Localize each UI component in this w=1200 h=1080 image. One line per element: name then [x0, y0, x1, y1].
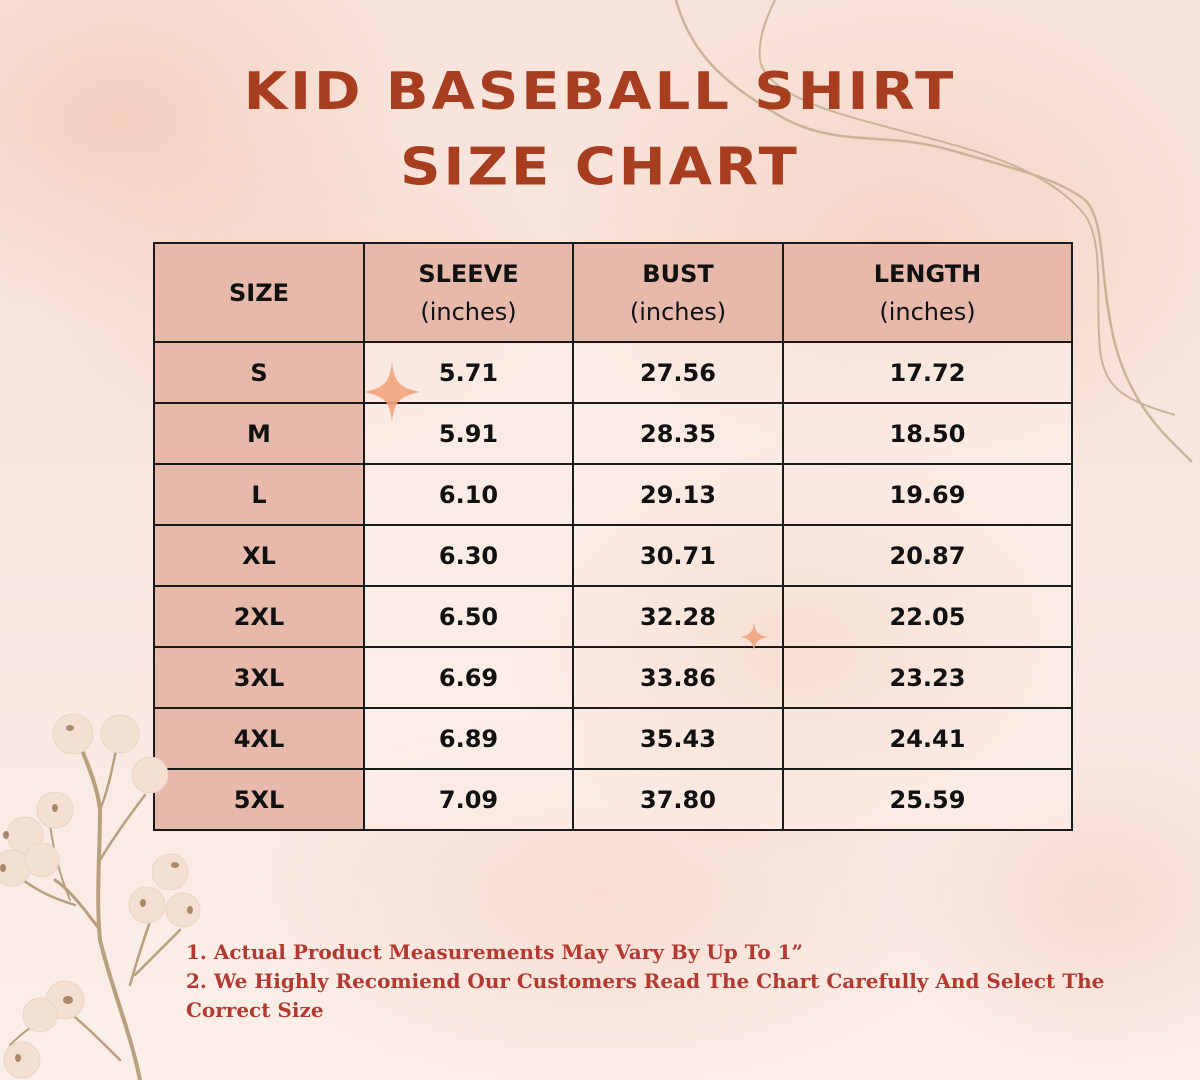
cell-bust: 33.86	[572, 646, 784, 709]
table-row: 3XL 6.69 33.86 23.23	[153, 646, 1073, 709]
table-row: S 5.71 27.56 17.72	[153, 341, 1073, 404]
cell-bust: 32.28	[572, 585, 784, 648]
header-sleeve: SLEEVE (inches)	[363, 242, 574, 343]
cell-size: S	[153, 341, 365, 404]
cell-length: 25.59	[782, 768, 1073, 831]
title-line-2: SIZE CHART	[400, 137, 800, 198]
table-header-row: SIZE SLEEVE (inches) BUST (inches) LENGTH(…	[153, 242, 1073, 343]
table-row: XL 6.30 30.71 20.87	[153, 524, 1073, 587]
cell-size: L	[153, 463, 365, 526]
cell-sleeve: 6.30	[363, 524, 574, 587]
cell-length: 19.69	[782, 463, 1073, 526]
cell-sleeve: 6.89	[363, 707, 574, 770]
note-item: 1. Actual Product Measurements May Vary …	[186, 940, 804, 964]
table-row: 5XL 7.09 37.80 25.59	[153, 768, 1073, 831]
cell-bust: 29.13	[572, 463, 784, 526]
table-row: 4XL 6.89 35.43 24.41	[153, 707, 1073, 770]
cell-bust: 30.71	[572, 524, 784, 587]
size-chart-table: SIZE SLEEVE (inches) BUST (inches) LENGTH(…	[153, 242, 1073, 831]
cell-length: 18.50	[782, 402, 1073, 465]
cell-bust: 27.56	[572, 341, 784, 404]
cell-sleeve: 5.91	[363, 402, 574, 465]
title-line-1: KID BASEBALL SHIRT	[243, 61, 957, 122]
table-row: L 6.10 29.13 19.69	[153, 463, 1073, 526]
note-item: 2. We Highly Recomiend Our Customers Rea…	[186, 969, 1105, 1022]
cell-sleeve: 6.10	[363, 463, 574, 526]
cell-sleeve: 6.69	[363, 646, 574, 709]
cell-length: 23.23	[782, 646, 1073, 709]
cell-sleeve: 5.71	[363, 341, 574, 404]
size-notes: 1. Actual Product Measurements May Vary …	[186, 938, 1186, 1025]
cell-sleeve: 6.50	[363, 585, 574, 648]
table-row: M 5.91 28.35 18.50	[153, 402, 1073, 465]
cell-size: 5XL	[153, 768, 365, 831]
cell-length: 22.05	[782, 585, 1073, 648]
cell-size: M	[153, 402, 365, 465]
cell-length: 20.87	[782, 524, 1073, 587]
header-length: LENGTH (inches)	[782, 242, 1073, 343]
cell-length: 24.41	[782, 707, 1073, 770]
cell-bust: 35.43	[572, 707, 784, 770]
cell-sleeve: 7.09	[363, 768, 574, 831]
page-title: KID BASEBALL SHIRT SIZE CHART	[0, 55, 1200, 206]
cell-bust: 37.80	[572, 768, 784, 831]
header-bust: BUST (inches)	[572, 242, 784, 343]
cell-bust: 28.35	[572, 402, 784, 465]
cell-size: 4XL	[153, 707, 365, 770]
header-size: SIZE	[153, 242, 365, 343]
cell-size: 2XL	[153, 585, 365, 648]
cell-length: 17.72	[782, 341, 1073, 404]
cell-size: 3XL	[153, 646, 365, 709]
table-row: 2XL 6.50 32.28 22.05	[153, 585, 1073, 648]
cell-size: XL	[153, 524, 365, 587]
